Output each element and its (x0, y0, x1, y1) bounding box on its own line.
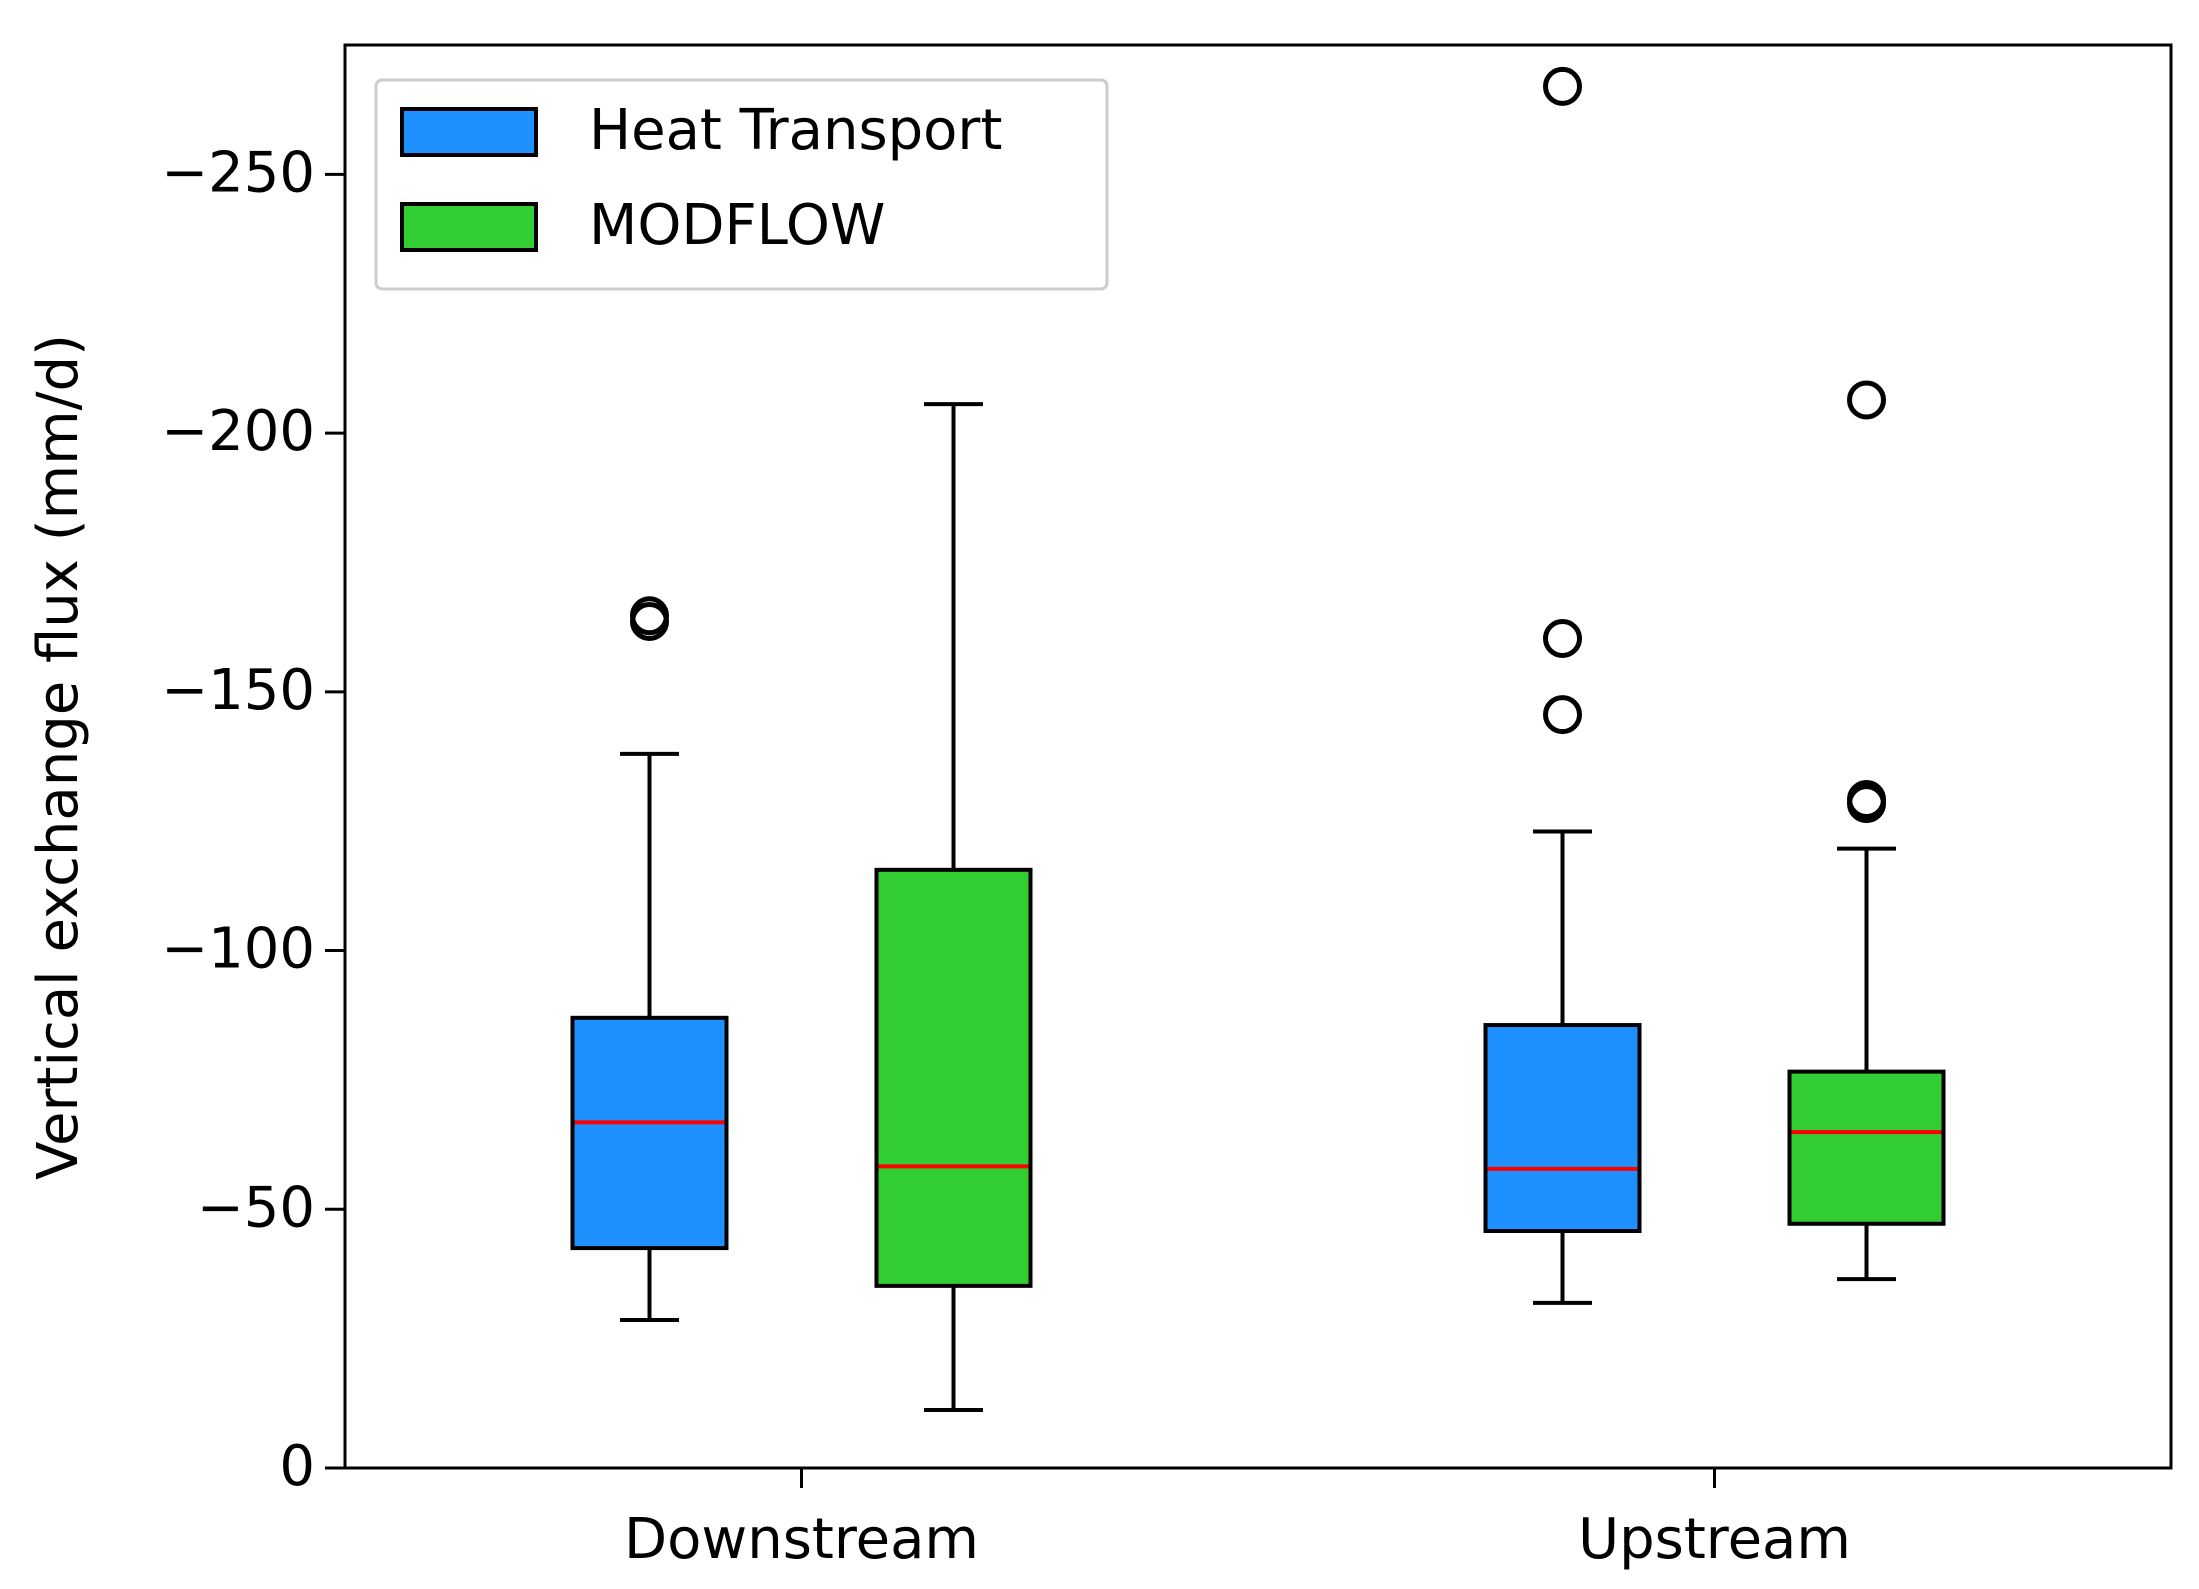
box (1483, 1023, 1642, 1234)
legend-swatch (400, 107, 538, 157)
box (874, 867, 1033, 1288)
box (570, 1015, 729, 1251)
y-tick-label: −100 (161, 917, 315, 982)
y-tick-label: −200 (161, 399, 315, 464)
outlier (630, 601, 669, 641)
y-tick-label: 0 (279, 1434, 315, 1499)
outlier (1847, 784, 1886, 824)
outlier (1543, 619, 1582, 659)
plot-frame (343, 43, 2173, 1470)
outlier (1543, 695, 1582, 735)
legend-swatch (400, 202, 538, 252)
legend-label: MODFLOW (589, 193, 885, 258)
outlier (1543, 66, 1582, 106)
outlier (1847, 380, 1886, 420)
box (1787, 1069, 1946, 1226)
y-tick-label: −150 (161, 658, 315, 723)
x-tick-label: Downstream (624, 1507, 979, 1572)
legend-box (374, 78, 1109, 291)
y-tick-label: −50 (197, 1175, 315, 1240)
y-axis-label: Vertical exchange flux (mm/d) (26, 334, 91, 1180)
x-tick-label: Upstream (1578, 1507, 1851, 1572)
legend-label: Heat Transport (589, 98, 1002, 163)
y-tick-label: −250 (161, 141, 315, 206)
